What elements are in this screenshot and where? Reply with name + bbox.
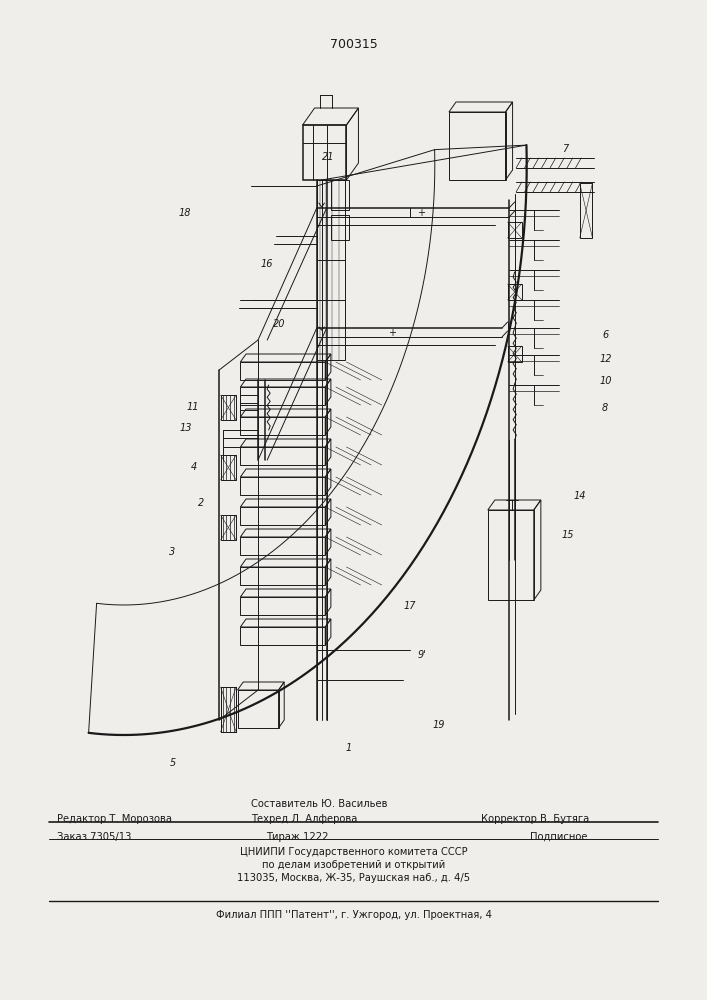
Text: 11: 11: [186, 402, 199, 412]
Text: Подписное: Подписное: [530, 832, 588, 842]
Text: 700315: 700315: [329, 38, 378, 51]
Text: 14: 14: [573, 491, 586, 501]
Text: по делам изобретений и открытий: по делам изобретений и открытий: [262, 860, 445, 870]
Bar: [240, 597, 325, 615]
Bar: [240, 417, 325, 435]
Bar: [240, 537, 325, 555]
Bar: [240, 362, 325, 380]
Bar: [449, 112, 506, 180]
Text: 17: 17: [404, 601, 416, 611]
Text: +: +: [388, 328, 397, 338]
Bar: [240, 447, 325, 465]
Text: Тираж 1222: Тираж 1222: [266, 832, 328, 842]
Text: 3: 3: [169, 547, 175, 557]
Bar: [221, 455, 236, 480]
Bar: [331, 215, 349, 240]
Text: 4: 4: [192, 462, 197, 472]
Text: +: +: [416, 208, 425, 218]
Text: 15: 15: [561, 530, 574, 540]
Text: 1: 1: [346, 743, 351, 753]
Bar: [221, 395, 236, 420]
Text: 12: 12: [600, 354, 612, 364]
Text: 18: 18: [179, 208, 192, 218]
Text: 7: 7: [563, 144, 568, 154]
Text: Составитель Ю. Васильев: Составитель Ю. Васильев: [251, 799, 387, 809]
Bar: [508, 284, 522, 300]
Text: Техред Л. Алферова: Техред Л. Алферова: [251, 814, 357, 824]
Bar: [238, 690, 279, 728]
Bar: [221, 515, 236, 540]
Bar: [303, 125, 346, 180]
Bar: [508, 346, 522, 362]
Bar: [240, 387, 325, 405]
Text: 20: 20: [273, 319, 286, 329]
Text: ЦНИИПИ Государственного комитета СССР: ЦНИИПИ Государственного комитета СССР: [240, 847, 467, 857]
Text: 2: 2: [199, 498, 204, 508]
Bar: [508, 222, 522, 238]
Text: Филиал ППП ''Патент'', г. Ужгород, ул. Проектная, 4: Филиал ППП ''Патент'', г. Ужгород, ул. П…: [216, 910, 491, 920]
Bar: [580, 183, 592, 238]
Bar: [240, 477, 325, 495]
Bar: [240, 567, 325, 585]
Text: Редактор Т. Морозова: Редактор Т. Морозова: [57, 814, 172, 824]
Bar: [240, 627, 325, 645]
Bar: [488, 510, 534, 600]
Text: 6: 6: [603, 330, 609, 340]
Bar: [240, 507, 325, 525]
Text: 16: 16: [261, 259, 274, 269]
Text: 8: 8: [602, 403, 608, 413]
Text: 5: 5: [170, 758, 176, 768]
Text: 19: 19: [433, 720, 445, 730]
Text: 113035, Москва, Ж-35, Раушская наб., д. 4/5: 113035, Москва, Ж-35, Раушская наб., д. …: [237, 873, 470, 883]
Text: Корректор В. Бутяга: Корректор В. Бутяга: [481, 814, 589, 824]
Text: 13: 13: [180, 423, 192, 433]
Bar: [331, 180, 349, 210]
Text: 21: 21: [322, 152, 334, 162]
Text: 10: 10: [600, 376, 612, 386]
Bar: [317, 180, 345, 360]
Text: 9': 9': [418, 650, 426, 660]
Bar: [221, 687, 236, 732]
Text: Заказ 7305/13: Заказ 7305/13: [57, 832, 131, 842]
